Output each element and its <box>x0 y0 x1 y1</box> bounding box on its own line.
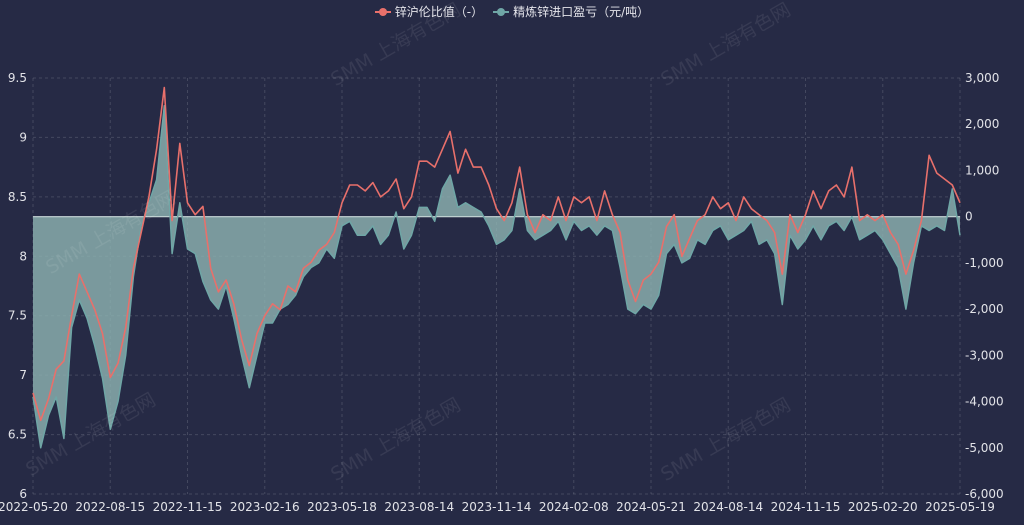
legend-label: 锌沪伦比值（-） <box>394 5 484 19</box>
legend-label: 精炼锌进口盈亏（元/吨） <box>513 5 650 19</box>
line-circle-legend-icon <box>374 7 391 17</box>
y-left-tick-label: 9 <box>19 130 27 144</box>
y-right-tick-label: 3,000 <box>965 71 999 85</box>
x-tick-label: 2023-11-14 <box>462 500 532 514</box>
y-right-tick-label: -3,000 <box>965 348 1004 362</box>
y-right-tick-label: 2,000 <box>965 117 999 131</box>
y-left-tick-label: 6.5 <box>8 428 27 442</box>
y-left-tick-label: 9.5 <box>8 71 27 85</box>
x-tick-label: 2022-11-15 <box>153 500 223 514</box>
x-tick-label: 2025-02-20 <box>848 500 918 514</box>
y-left-tick-label: 7 <box>19 368 27 382</box>
x-tick-label: 2024-02-08 <box>539 500 609 514</box>
x-tick-label: 2023-08-14 <box>384 500 454 514</box>
x-tick-label: 2025-05-19 <box>925 500 995 514</box>
x-tick-label: 2022-05-20 <box>0 500 68 514</box>
series-line-import-profit <box>32 104 961 449</box>
x-tick-label: 2024-05-21 <box>616 500 686 514</box>
y-right-tick-label: -6,000 <box>965 487 1004 501</box>
x-tick-label: 2023-05-18 <box>307 500 377 514</box>
x-tick-label: 2024-11-15 <box>771 500 841 514</box>
y-right-tick-label: -2,000 <box>965 302 1004 316</box>
y-left-tick-label: 8 <box>19 249 27 263</box>
x-tick-label: 2023-02-16 <box>230 500 300 514</box>
y-right-tick-label: 1,000 <box>965 163 999 177</box>
y-left-tick-label: 7.5 <box>8 309 27 323</box>
legend-item-import-profit[interactable]: 精炼锌进口盈亏（元/吨） <box>493 3 649 21</box>
y-right-tick-label: -1,000 <box>965 256 1004 270</box>
series-line-zinc-ratio <box>32 86 961 422</box>
y-left-tick-label: 8.5 <box>8 190 27 204</box>
legend-item-zinc-ratio[interactable]: 锌沪伦比值（-） <box>374 3 484 21</box>
x-tick-label: 2022-08-15 <box>75 500 145 514</box>
y-right-tick-label: -5,000 <box>965 441 1004 455</box>
y-right-tick-label: -4,000 <box>965 395 1004 409</box>
series-area-import-profit <box>33 105 960 448</box>
y-right-tick-label: 0 <box>965 210 973 224</box>
y-left-tick-label: 6 <box>19 487 27 501</box>
x-tick-label: 2024-08-14 <box>693 500 763 514</box>
legend: 锌沪伦比值（-） 精炼锌进口盈亏（元/吨） <box>0 3 1024 21</box>
line-circle-legend-icon <box>493 7 510 17</box>
